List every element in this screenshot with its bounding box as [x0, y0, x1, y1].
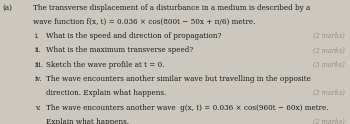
Text: iii.: iii.: [35, 61, 44, 69]
Text: What is the speed and direction of propagation?: What is the speed and direction of propa…: [46, 32, 222, 40]
Text: (2 marks): (2 marks): [313, 118, 345, 124]
Text: What is the maximum transverse speed?: What is the maximum transverse speed?: [46, 46, 194, 55]
Text: (2 marks): (2 marks): [313, 89, 345, 97]
Text: Sketch the wave profile at t = 0.: Sketch the wave profile at t = 0.: [46, 61, 165, 69]
Text: v.: v.: [35, 104, 41, 112]
Text: ii.: ii.: [35, 46, 42, 55]
Text: The wave encounters another similar wave but travelling in the opposite: The wave encounters another similar wave…: [46, 75, 311, 83]
Text: (a): (a): [3, 4, 13, 12]
Text: iv.: iv.: [35, 75, 43, 83]
Text: Explain what happens.: Explain what happens.: [46, 118, 129, 124]
Text: wave function f(x, t) = 0.036 × cos(800t − 50x + π/6) metre.: wave function f(x, t) = 0.036 × cos(800t…: [33, 18, 256, 26]
Text: (3 marks): (3 marks): [313, 61, 345, 69]
Text: The transverse displacement of a disturbance in a medium is described by a: The transverse displacement of a disturb…: [33, 4, 310, 12]
Text: The wave encounters another wave  g(x, t) = 0.036 × cos(960t − 60x) metre.: The wave encounters another wave g(x, t)…: [46, 104, 329, 112]
Text: direction. Explain what happens.: direction. Explain what happens.: [46, 89, 167, 97]
Text: i.: i.: [35, 32, 40, 40]
Text: (2 marks): (2 marks): [313, 32, 345, 40]
Text: (2 marks): (2 marks): [313, 46, 345, 55]
